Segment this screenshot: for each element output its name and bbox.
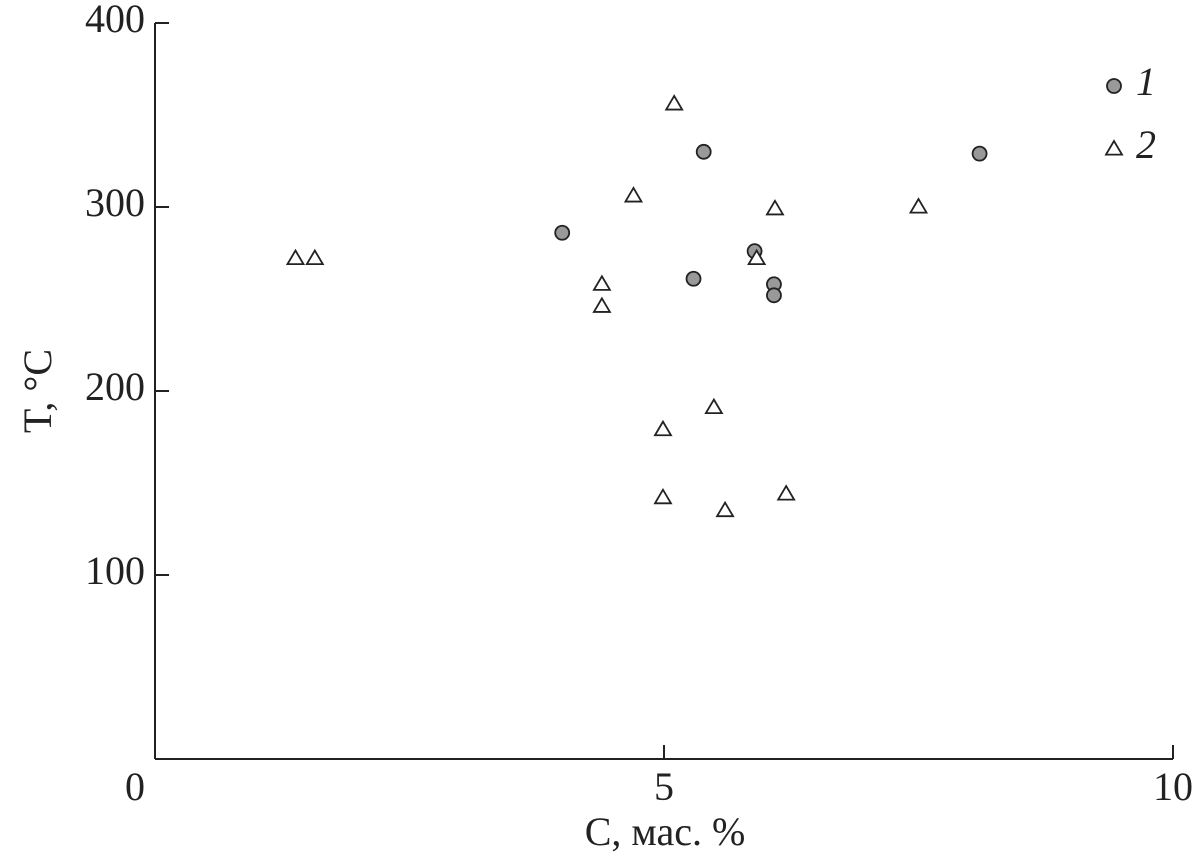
- data-point: [715, 500, 735, 518]
- data-point: [765, 199, 785, 216]
- x-tick-label: 10: [1153, 764, 1193, 809]
- x-tick-label: 0: [125, 764, 145, 809]
- y-axis-label: T, °C: [15, 349, 60, 433]
- data-point: [305, 248, 325, 266]
- legend-marker: [1106, 78, 1122, 94]
- legend-label: 1: [1136, 59, 1156, 104]
- y-tick-label: 400: [85, 0, 145, 41]
- data-point: [592, 296, 612, 313]
- data-point: [664, 94, 684, 111]
- y-tick-label: 100: [85, 548, 145, 593]
- data-point: [592, 274, 612, 291]
- x-axis-label: C, мас. %: [585, 809, 746, 854]
- x-tick-label: 5: [654, 764, 674, 809]
- legend-marker: [1104, 139, 1124, 156]
- data-point: [623, 186, 644, 203]
- data-point: [747, 248, 767, 266]
- data-point: [554, 224, 571, 241]
- data-point: [776, 484, 796, 501]
- data-point: [685, 270, 702, 287]
- data-point: [653, 487, 673, 505]
- data-point: [695, 143, 712, 160]
- data-point: [971, 145, 988, 162]
- legend-label: 2: [1136, 122, 1156, 167]
- data-point: [704, 397, 724, 415]
- data-point: [285, 248, 306, 266]
- data-point: [653, 419, 673, 437]
- y-tick-label: 300: [85, 180, 145, 225]
- data-point: [908, 197, 929, 214]
- data-point: [766, 287, 782, 304]
- y-tick-label: 200: [85, 364, 145, 409]
